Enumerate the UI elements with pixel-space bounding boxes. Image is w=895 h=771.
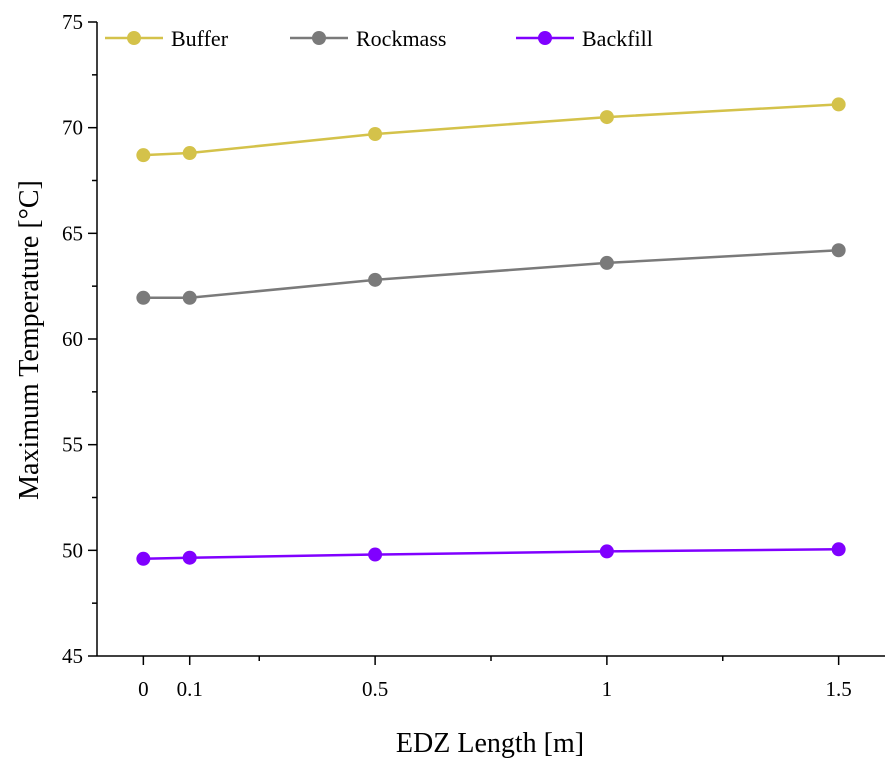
data-point-buffer [599,110,614,125]
x-tick-label: 0.5 [362,677,388,701]
data-point-backfill [136,551,151,566]
y-tick-label: 70 [62,116,83,140]
series-backfill [136,542,846,566]
x-axis-title: EDZ Length [m] [396,728,584,759]
x-tick-label: 0 [138,677,149,701]
y-tick-label: 60 [62,327,83,351]
data-point-buffer [831,97,846,112]
y-tick-label: 55 [62,433,83,457]
data-point-backfill [831,542,846,557]
series-buffer [136,97,846,163]
x-tick-label: 0.1 [177,677,203,701]
data-point-rockmass [831,243,846,258]
legend-marker-buffer [127,31,141,45]
data-point-rockmass [136,290,151,305]
data-point-rockmass [599,255,614,270]
data-point-buffer [136,148,151,163]
x-tick-label: 1 [602,677,613,701]
y-tick-label: 45 [62,644,83,668]
legend-marker-backfill [538,31,552,45]
y-tick-label: 50 [62,538,83,562]
data-point-backfill [599,544,614,559]
data-point-rockmass [368,272,383,287]
series-line-backfill [143,548,839,561]
y-tick-label: 65 [62,221,83,245]
legend: Buffer Rockmass Backfill [105,26,653,51]
data-point-rockmass [182,290,197,305]
x-tick-label: 1.5 [826,677,852,701]
series-rockmass [136,243,846,305]
legend-item-buffer: Buffer [105,26,229,51]
axes: 45 50 55 60 65 70 75 0 0.1 0.5 1 1.5 [62,10,885,701]
legend-item-backfill: Backfill [516,26,653,51]
legend-label-rockmass: Rockmass [356,26,446,51]
legend-marker-rockmass [312,31,326,45]
data-point-backfill [182,550,197,565]
data-point-buffer [182,146,197,161]
legend-label-backfill: Backfill [582,26,653,51]
data-point-backfill [368,547,383,562]
legend-label-buffer: Buffer [171,26,229,51]
legend-item-rockmass: Rockmass [290,26,446,51]
y-axis-title: Maximum Temperature [°C] [14,180,45,500]
series-line-buffer [143,103,839,157]
y-tick-label: 75 [62,10,83,34]
series-group [136,97,846,566]
series-line-rockmass [143,248,839,300]
data-point-buffer [368,127,383,142]
